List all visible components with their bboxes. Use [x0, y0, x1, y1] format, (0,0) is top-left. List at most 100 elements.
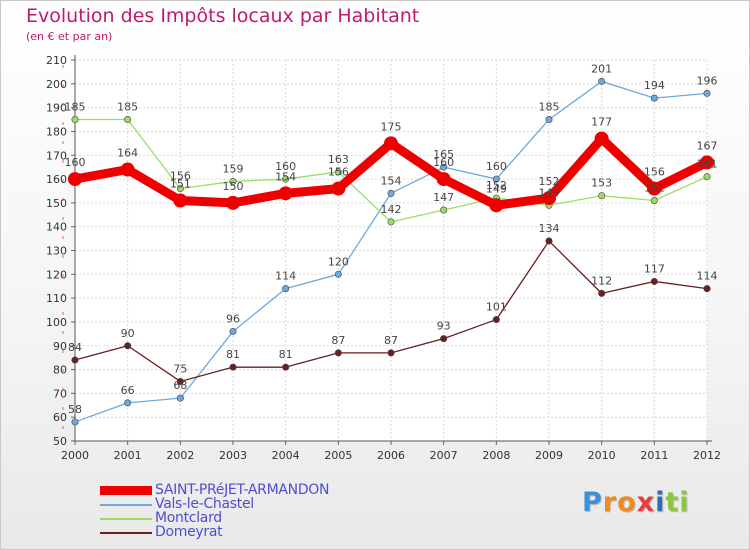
legend-swatch: [100, 486, 152, 495]
y-tick-label: 160: [46, 173, 67, 186]
data-label-domeyrat: 112: [591, 274, 612, 287]
logo-letter: i: [655, 487, 666, 518]
legend-label: Montclard: [155, 510, 222, 526]
data-point-vals-le-chastel: [124, 399, 132, 407]
data-label-montclard: 156: [170, 170, 191, 183]
legend-label: SAINT-PRéJET-ARMANDON: [155, 482, 330, 498]
data-point-vals-le-chastel: [387, 189, 395, 197]
chart-subtitle: (en € et par an): [26, 30, 113, 43]
data-point-saint-pr-jet-armandon: [542, 191, 556, 206]
data-label-domeyrat: 101: [486, 301, 507, 314]
y-tick-label: 130: [46, 245, 67, 258]
data-point-domeyrat: [387, 349, 395, 357]
data-point-vals-le-chastel: [440, 163, 448, 171]
data-label-montclard: 185: [117, 101, 138, 114]
y-tick-label: 210: [46, 54, 67, 67]
data-label-montclard: 151: [644, 181, 665, 194]
data-point-domeyrat: [650, 277, 658, 285]
data-point-domeyrat: [440, 335, 448, 343]
x-tick-label: 2000: [61, 449, 89, 462]
data-label-vals-le-chastel: 120: [328, 255, 349, 268]
data-point-montclard: [229, 177, 237, 185]
data-label-montclard: 153: [591, 177, 612, 190]
series-lines: [68, 77, 714, 426]
data-label-vals-le-chastel: 201: [591, 62, 612, 75]
data-label-domeyrat: 84: [68, 341, 82, 354]
data-point-vals-le-chastel: [176, 394, 184, 402]
data-label-vals-le-chastel: 185: [539, 101, 560, 114]
data-label-saint-pr-jet-armandon: 164: [117, 147, 138, 160]
x-tick-label: 2004: [272, 449, 300, 462]
y-tick-label: 70: [53, 387, 67, 400]
data-point-domeyrat: [176, 377, 184, 385]
x-tick-label: 2002: [166, 449, 194, 462]
y-tick-label: 190: [46, 102, 67, 115]
data-point-montclard: [387, 218, 395, 226]
data-point-montclard: [703, 173, 711, 181]
y-tick-label: 120: [46, 268, 67, 281]
logo-letter: t: [665, 487, 680, 518]
x-tick-label: 2010: [588, 449, 616, 462]
data-point-vals-le-chastel: [334, 270, 342, 278]
x-tick-label: 2011: [640, 449, 668, 462]
data-label-domeyrat: 93: [437, 320, 451, 333]
data-point-domeyrat: [545, 237, 553, 245]
data-point-montclard: [176, 185, 184, 193]
data-label-saint-pr-jet-armandon: 151: [170, 177, 191, 190]
data-label-montclard: 142: [381, 203, 402, 216]
data-point-montclard: [71, 116, 79, 124]
data-point-montclard: [282, 175, 290, 183]
data-label-saint-pr-jet-armandon: 150: [223, 180, 244, 193]
data-point-domeyrat: [71, 356, 79, 364]
data-point-saint-pr-jet-armandon: [68, 172, 82, 187]
data-label-domeyrat: 81: [226, 348, 240, 361]
x-tick-label: 2012: [693, 449, 721, 462]
legend-swatch: [100, 518, 152, 520]
legend-label: Domeyrat: [155, 524, 223, 540]
data-label-domeyrat: 90: [121, 327, 135, 340]
data-label-montclard: 185: [65, 101, 86, 114]
logo-letter: i: [679, 487, 690, 518]
data-label-domeyrat: 75: [173, 362, 187, 375]
data-label-saint-pr-jet-armandon: 156: [644, 166, 665, 179]
axes: 5060708090100110120130140150160170180190…: [46, 54, 721, 462]
y-tick-label: 80: [53, 364, 67, 377]
y-tick-label: 100: [46, 316, 67, 329]
data-point-vals-le-chastel: [598, 77, 606, 85]
data-point-domeyrat: [492, 316, 500, 324]
logo-letter: r: [602, 487, 618, 518]
data-point-saint-pr-jet-armandon: [120, 162, 135, 177]
x-tick-label: 2008: [482, 449, 510, 462]
legend-swatch: [100, 532, 152, 534]
data-label-vals-le-chastel: 196: [697, 74, 718, 87]
data-point-vals-le-chastel: [71, 418, 79, 426]
legend-swatch: [100, 504, 152, 506]
legend-label: Vals-le-Chastel: [155, 496, 254, 512]
data-label-montclard: 161: [697, 158, 718, 171]
x-tick-label: 2009: [535, 449, 563, 462]
data-point-domeyrat: [229, 363, 237, 371]
x-tick-label: 2006: [377, 449, 405, 462]
data-point-vals-le-chastel: [650, 94, 658, 102]
y-tick-label: 110: [46, 292, 67, 305]
data-point-montclard: [650, 196, 658, 204]
x-tick-label: 2001: [114, 449, 142, 462]
data-label-montclard: 163: [328, 153, 349, 166]
data-label-montclard: 160: [275, 160, 296, 173]
data-label-vals-le-chastel: 68: [173, 379, 187, 392]
logo-letter: x: [636, 487, 656, 518]
data-label-domeyrat: 114: [697, 270, 718, 283]
data-label-montclard: 147: [433, 191, 454, 204]
data-label-montclard: 152: [486, 179, 507, 192]
data-point-saint-pr-jet-armandon: [278, 186, 293, 201]
data-label-vals-le-chastel: 154: [381, 174, 402, 187]
y-tick-label: 150: [46, 197, 67, 210]
data-point-saint-pr-jet-armandon: [331, 181, 346, 196]
data-label-saint-pr-jet-armandon: 152: [539, 175, 560, 188]
data-point-saint-pr-jet-armandon: [173, 193, 188, 208]
data-label-saint-pr-jet-armandon: 160: [65, 156, 86, 169]
data-point-vals-le-chastel: [545, 116, 553, 124]
data-label-saint-pr-jet-armandon: 149: [486, 182, 507, 195]
